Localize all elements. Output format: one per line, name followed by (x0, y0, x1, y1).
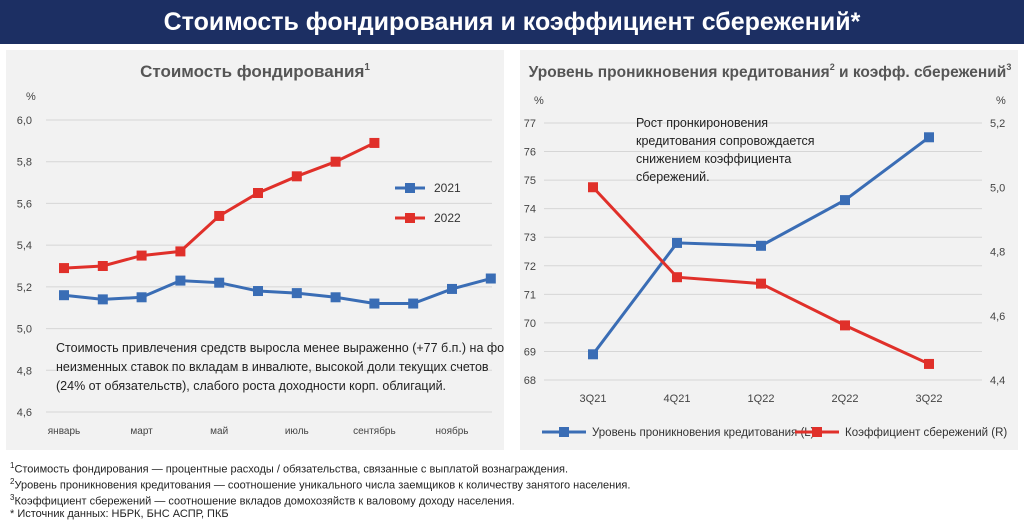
y-tick-label: 5,8 (17, 157, 32, 169)
annotation-text: снижением коэффициента (636, 152, 791, 166)
data-point-2022 (136, 250, 147, 261)
y-left-tick-label: 72 (524, 261, 536, 273)
y-axis-unit-left: % (534, 95, 544, 107)
data-point-2021 (214, 277, 225, 288)
x-tick-label: май (210, 426, 228, 437)
x-tick-label: сентябрь (353, 425, 396, 437)
y-right-tick-label: 5,2 (990, 118, 1005, 130)
data-point-2021 (408, 298, 419, 309)
y-right-tick-label: 4,8 (990, 247, 1005, 259)
footnote-1: 1Стоимость фондирования — процентные рас… (10, 461, 569, 476)
y-left-tick-label: 73 (524, 232, 536, 244)
annotation-text: (24% от обязательств), слабого роста дох… (56, 379, 446, 393)
x-tick-label: ноябрь (436, 425, 469, 437)
data-point (840, 195, 850, 206)
y-tick-label: 5,0 (17, 324, 32, 336)
funding-cost-panel: Стоимость фондирования1% 6,0 5,8 5,6 5,4 5,2 5… (6, 50, 518, 450)
data-point-2021 (447, 283, 457, 294)
data-point (672, 237, 682, 248)
series-line-2021 (63, 277, 492, 306)
x-tick-label: март (130, 426, 153, 437)
series-line (591, 186, 930, 366)
legend-marker (559, 427, 569, 437)
y-right-tick-label: 4,6 (990, 311, 1005, 323)
data-point-2021 (59, 290, 69, 301)
y-left-tick-label: 69 (524, 346, 536, 358)
x-tick-label: 2Q22 (832, 393, 859, 405)
data-point-2021 (485, 273, 496, 284)
data-point-2022 (214, 210, 225, 221)
title-banner (0, 0, 1024, 44)
legend-marker-2022 (405, 213, 415, 223)
data-point-2022 (330, 156, 341, 167)
data-point (924, 358, 934, 369)
x-tick-label: 4Q21 (664, 393, 691, 405)
legend-marker-2021 (405, 183, 415, 193)
data-point-2021 (175, 275, 186, 286)
footnotes: 1Стоимость фондирования — процентные рас… (10, 458, 1010, 522)
data-point-2021 (330, 292, 341, 303)
x-tick-label: январь (48, 426, 80, 437)
y-tick-label: 5,6 (17, 198, 32, 210)
funding-cost-chart: Стоимость фондирования1% 6,0 5,8 5,6 5,4 5,2 5… (17, 62, 518, 437)
y-tick-label: 5,2 (17, 282, 32, 294)
y-tick-label: 4,8 (17, 365, 32, 377)
legend-label: Уровень проникновения кредитования (L) (592, 427, 815, 439)
data-point-2022 (291, 171, 302, 182)
page-title: Стоимость фондирования и коэффициент сбе… (163, 8, 861, 36)
chart-title: Стоимость фондирования1 (140, 62, 370, 81)
credit-savings-chart: Уровень проникновения кредитования2 и ко… (524, 62, 1012, 439)
legend-marker (812, 427, 822, 437)
data-point-2021 (369, 298, 380, 309)
data-point-2021 (253, 286, 263, 297)
data-point-2021 (97, 294, 108, 305)
y-left-tick-label: 71 (524, 289, 536, 301)
legend-label-2022: 2022 (434, 211, 461, 225)
data-point-2021 (291, 288, 302, 299)
annotation-text: кредитования сопровождается (636, 134, 815, 148)
data-point (840, 320, 850, 331)
y-left-tick-label: 68 (524, 375, 536, 387)
y-left-tick-label: 75 (524, 175, 536, 187)
footnote-source: * Источник данных: НБРК, БНС АСПР, ПКБ (10, 508, 229, 520)
annotation-text: сбережений. (636, 170, 710, 184)
footnote-2: 2Уровень проникновения кредитования — со… (10, 477, 631, 492)
data-point-2022 (369, 137, 380, 148)
data-point (672, 272, 682, 283)
data-point-2022 (59, 263, 69, 274)
x-tick-label: июль (285, 426, 309, 437)
data-point (924, 132, 934, 143)
y-right-tick-label: 5,0 (990, 182, 1005, 194)
data-point (588, 349, 598, 360)
y-right-tick-label: 4,4 (990, 375, 1005, 387)
chart-title: Уровень проникновения кредитования2 и ко… (529, 62, 1012, 81)
annotation-text: Стоимость привлечения средств выросла ме… (56, 341, 504, 355)
data-point-2022 (253, 188, 263, 198)
x-tick-label: 3Q22 (916, 393, 943, 405)
footnote-3: 3Коэффициент сбережений — соотношение вк… (10, 493, 515, 508)
y-tick-label: 4,6 (17, 407, 32, 419)
y-tick-label: 6,0 (17, 115, 32, 127)
data-point-2022 (175, 246, 186, 257)
y-axis-unit-right: % (996, 95, 1006, 107)
data-point-2022 (97, 261, 108, 271)
y-left-tick-label: 76 (524, 147, 536, 159)
data-point-2021 (136, 292, 147, 303)
y-tick-label: 5,4 (17, 240, 32, 252)
legend-label-2021: 2021 (434, 181, 461, 195)
y-axis-unit: % (26, 91, 36, 103)
annotation-text: Рост пронкироновения (636, 116, 768, 130)
x-tick-label: 3Q21 (580, 393, 607, 405)
y-left-tick-label: 70 (524, 318, 536, 330)
annotation-text: неизменных ставок по вкладам в инвалюте,… (56, 360, 489, 374)
y-left-tick-label: 77 (524, 118, 536, 130)
data-point (588, 182, 598, 193)
data-point (756, 240, 766, 251)
credit-savings-panel: Уровень проникновения кредитования2 и ко… (520, 50, 1018, 450)
data-point (756, 278, 766, 289)
y-left-tick-label: 74 (524, 204, 536, 216)
legend-label: Коэффициент сбережений (R) (845, 427, 1007, 439)
x-tick-label: 1Q22 (748, 393, 775, 405)
